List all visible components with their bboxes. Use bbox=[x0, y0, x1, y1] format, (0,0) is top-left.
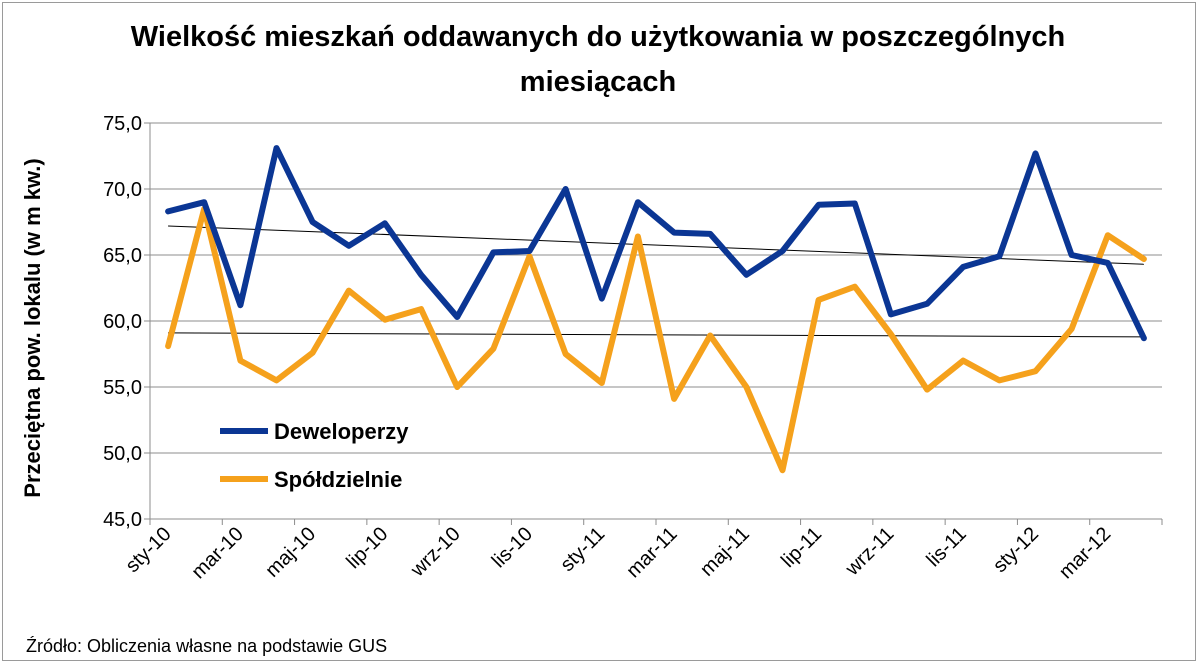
legend-label-deweloperzy: Deweloperzy bbox=[274, 419, 409, 444]
y-tick-label: 50,0 bbox=[103, 443, 142, 465]
series-line-deweloperzy bbox=[165, 145, 1147, 342]
gridlines bbox=[150, 122, 1162, 454]
x-tick-label: mar-12 bbox=[1055, 523, 1115, 583]
x-tick-label: lis-10 bbox=[488, 523, 537, 572]
x-tick-label: lip-10 bbox=[342, 523, 392, 573]
trendline-spoldzielnie bbox=[168, 332, 1144, 338]
series-line-spoldzielnie bbox=[165, 205, 1147, 474]
x-tick-label: sty-11 bbox=[556, 523, 609, 576]
x-tick-label: lip-11 bbox=[777, 523, 826, 572]
x-tick-label: mar-10 bbox=[188, 523, 248, 583]
legend: Deweloperzy Spółdzielnie bbox=[220, 419, 409, 492]
y-tick-label: 55,0 bbox=[103, 377, 142, 399]
y-tick-label: 70,0 bbox=[103, 179, 142, 201]
chart-title-line-2: miesiącach bbox=[520, 66, 676, 98]
y-tick-labels: 45,0 50,0 55,0 60,0 65,0 70,0 75,0 bbox=[103, 113, 142, 531]
x-tick-label: lis-11 bbox=[922, 523, 970, 571]
y-tick-label: 45,0 bbox=[103, 509, 142, 531]
x-tick-label: maj-11 bbox=[696, 523, 754, 581]
axes bbox=[144, 122, 1163, 525]
x-tick-label: maj-10 bbox=[261, 523, 320, 582]
y-tick-label: 60,0 bbox=[103, 311, 142, 333]
x-tick-label: wrz-11 bbox=[841, 523, 899, 581]
x-tick-labels: sty-10 mar-10 maj-10 lip-10 wrz-10 lis-10 sty-… bbox=[122, 523, 1116, 583]
legend-label-spoldzielnie: Spółdzielnie bbox=[274, 467, 402, 492]
y-tick-label: 65,0 bbox=[103, 245, 142, 267]
source-note: Źródło: Obliczenia własne na podstawie G… bbox=[26, 636, 387, 656]
y-tick-label: 75,0 bbox=[103, 113, 142, 135]
chart-title-line-1: Wielkość mieszkań oddawanych do użytkowa… bbox=[131, 21, 1065, 53]
x-tick-label: sty-10 bbox=[122, 523, 176, 577]
x-tick-label: wrz-10 bbox=[406, 523, 465, 582]
x-tick-label: sty-12 bbox=[989, 523, 1043, 577]
x-tick-label: mar-11 bbox=[622, 523, 681, 582]
series-lines bbox=[165, 145, 1147, 474]
y-axis-label: Przeciętna pow. lokalu (w m kw.) bbox=[20, 158, 45, 497]
